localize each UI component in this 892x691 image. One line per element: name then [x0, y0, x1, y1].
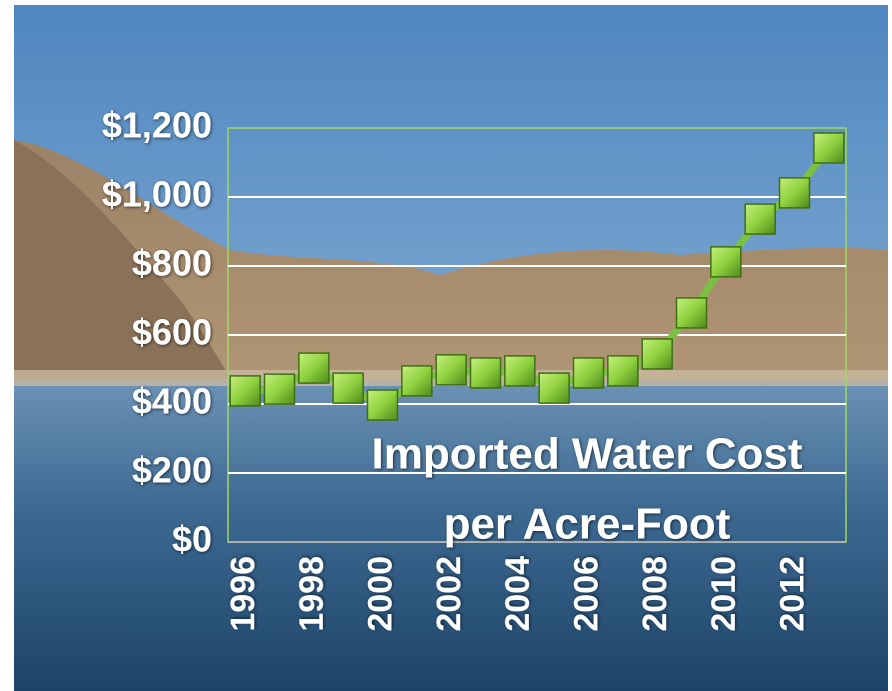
marker — [402, 366, 432, 396]
x-tick-label: 2012 — [773, 556, 811, 632]
marker — [471, 358, 501, 388]
marker — [368, 390, 398, 420]
chart-title: Imported Water Cost — [371, 430, 802, 479]
x-tick-label: 1998 — [293, 556, 331, 632]
marker — [265, 374, 295, 404]
y-tick-label: $400 — [132, 381, 212, 422]
marker — [711, 247, 741, 277]
y-tick-label: $200 — [132, 450, 212, 491]
marker — [677, 298, 707, 328]
marker — [642, 339, 672, 369]
marker — [608, 356, 638, 386]
marker — [814, 133, 844, 163]
y-tick-label: $1,200 — [102, 105, 212, 146]
y-tick-label: $600 — [132, 312, 212, 353]
x-tick-label: 2008 — [636, 556, 674, 632]
x-tick-label: 2006 — [567, 556, 605, 632]
chart-title: per Acre-Foot — [444, 500, 731, 549]
y-tick-label: $0 — [172, 519, 212, 560]
chart: Imported Water Cost per Acre-Foot $0 $200… — [0, 0, 892, 691]
x-tick-label: 1996 — [224, 556, 262, 632]
marker — [539, 373, 569, 403]
marker — [745, 204, 775, 234]
x-tick-label: 2002 — [430, 556, 468, 632]
marker — [299, 353, 329, 383]
marker — [780, 178, 810, 208]
marker — [333, 373, 363, 403]
y-tick-label: $1,000 — [102, 174, 212, 215]
x-tick-label: 2010 — [705, 556, 743, 632]
y-tick-label: $800 — [132, 243, 212, 284]
x-tick-label: 2004 — [499, 556, 537, 632]
marker — [574, 358, 604, 388]
marker — [436, 355, 466, 385]
marker — [230, 376, 260, 406]
marker — [505, 356, 535, 386]
x-tick-label: 2000 — [361, 556, 399, 632]
